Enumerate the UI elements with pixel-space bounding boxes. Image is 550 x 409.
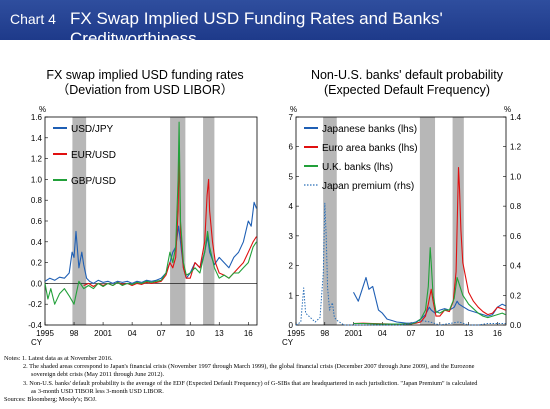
note-1: Notes: 1. Latest data as at November 201… (4, 355, 113, 362)
note-3a: 3. Non-U.S. banks' default probability i… (23, 379, 478, 387)
right-x-unit: CY (282, 338, 294, 347)
left-y-tick-label: 1.0 (31, 175, 43, 184)
right-y-right-tick-label: 0.0 (510, 321, 522, 330)
note-sources: Sources: Bloomberg; Moody's; BOJ. (4, 396, 97, 404)
left-legend-label: USD/JPY (71, 124, 114, 135)
right-y-tick-label: 4 (289, 202, 294, 211)
left-x-tick-label: 13 (215, 329, 224, 338)
left-y-tick-label: 0.8 (31, 196, 43, 205)
left-legend-label: EUR/USD (71, 150, 116, 161)
right-x-tick-label: 16 (493, 329, 502, 338)
left-shaded-period-1 (72, 117, 87, 325)
chart-header: Chart 4 FX Swap Implied USD Funding Rate… (0, 0, 550, 48)
left-x-tick-label: 10 (186, 329, 195, 338)
right-y-right-tick-label: 0.8 (510, 202, 522, 211)
right-y-tick-label: 0 (289, 321, 294, 330)
right-chart-title-line2: (Expected Default Frequency) (323, 83, 491, 97)
right-x-tick-label: 07 (407, 329, 416, 338)
left-y-tick-label: 0.4 (31, 238, 43, 247)
left-y-unit: % (39, 105, 46, 114)
right-y-unit: % (290, 105, 297, 114)
left-y-tick-label: -0.2 (28, 300, 42, 309)
note-2a: 2. The shaded areas correspond to Japan'… (23, 363, 475, 371)
left-series-line-gbp-usd (44, 121, 257, 305)
left-x-tick-label: 04 (128, 329, 137, 338)
left-y-tick-label: 0.6 (31, 217, 43, 226)
right-legend-label: Japanese banks (lhs) (322, 124, 417, 135)
left-x-tick-label: 98 (70, 329, 79, 338)
right-y-right-tick-label: 1.2 (510, 143, 522, 152)
left-legend-label: GBP/USD (71, 176, 116, 187)
left-chart-title-line2: （Deviation from USD LIBOR） (56, 83, 234, 97)
right-plot-frame (295, 116, 507, 326)
right-series-line-u-k-banks-lhs (353, 247, 506, 325)
right-x-tick-label: 10 (435, 329, 444, 338)
left-shaded-period-3 (203, 117, 215, 325)
left-y-tick-label: 0.2 (31, 259, 43, 268)
left-y-tick-label: 1.2 (31, 155, 43, 164)
left-y-tick-label: 1.4 (31, 134, 43, 143)
left-y-tick-label: -0.4 (28, 321, 42, 330)
page-title: FX Swap Implied USD Funding Rates and Ba… (70, 9, 443, 48)
right-shaded-period-3 (452, 117, 464, 325)
right-legend-label: U.K. banks (lhs) (322, 162, 393, 173)
left-x-tick-label: 07 (157, 329, 166, 338)
right-y-right-tick-label: 0.4 (510, 262, 522, 271)
right-y-tick-label: 3 (289, 232, 294, 241)
right-y-right-tick-label: 0.6 (510, 232, 522, 241)
right-x-tick-label: 13 (464, 329, 473, 338)
right-y-right-unit: % (504, 105, 511, 114)
right-y-right-tick-label: 0.2 (510, 291, 522, 300)
right-legend-label: Euro area banks (lhs) (322, 143, 418, 154)
left-y-tick-label: 0.0 (31, 279, 43, 288)
right-y-tick-label: 5 (289, 172, 294, 181)
note-3b: as 3-month USD TIBOR less 3-month USD LI… (31, 387, 164, 395)
right-y-right-tick-label: 1.0 (510, 172, 522, 181)
left-x-tick-label: 2001 (94, 329, 112, 338)
right-chart-title-line1: Non-U.S. banks' default probability (310, 68, 504, 82)
right-y-tick-label: 6 (289, 143, 294, 152)
right-x-tick-label: 2001 (345, 329, 363, 338)
chart-number: Chart 4 (10, 11, 56, 27)
left-chart-title-line1: FX swap implied USD funding rates (46, 68, 244, 82)
right-shaded-period-1 (323, 117, 337, 325)
right-chart-title: Non-U.S. banks' default probability (Exp… (282, 68, 532, 98)
left-x-tick-label: 1995 (36, 329, 54, 338)
right-y-tick-label: 7 (289, 113, 294, 122)
left-x-unit: CY (31, 338, 43, 347)
right-y-right-tick-label: 1.4 (510, 113, 522, 122)
right-y-tick-label: 2 (289, 262, 294, 271)
left-y-tick-label: 1.6 (31, 113, 43, 122)
left-chart-title: FX swap implied USD funding rates （Devia… (20, 68, 270, 98)
chart-notes: Notes: 1. Latest data as at November 201… (4, 355, 548, 404)
left-x-tick-label: 16 (244, 329, 253, 338)
right-y-tick-label: 1 (289, 291, 294, 300)
right-x-tick-label: 1995 (287, 329, 305, 338)
right-x-tick-label: 04 (378, 329, 387, 338)
note-2b: sovereign debt crisis (May 2011 through … (31, 371, 165, 379)
right-x-tick-label: 98 (320, 329, 329, 338)
left-series-line-usd-jpy (44, 201, 258, 284)
right-legend-label: Japan premium (rhs) (322, 181, 414, 192)
